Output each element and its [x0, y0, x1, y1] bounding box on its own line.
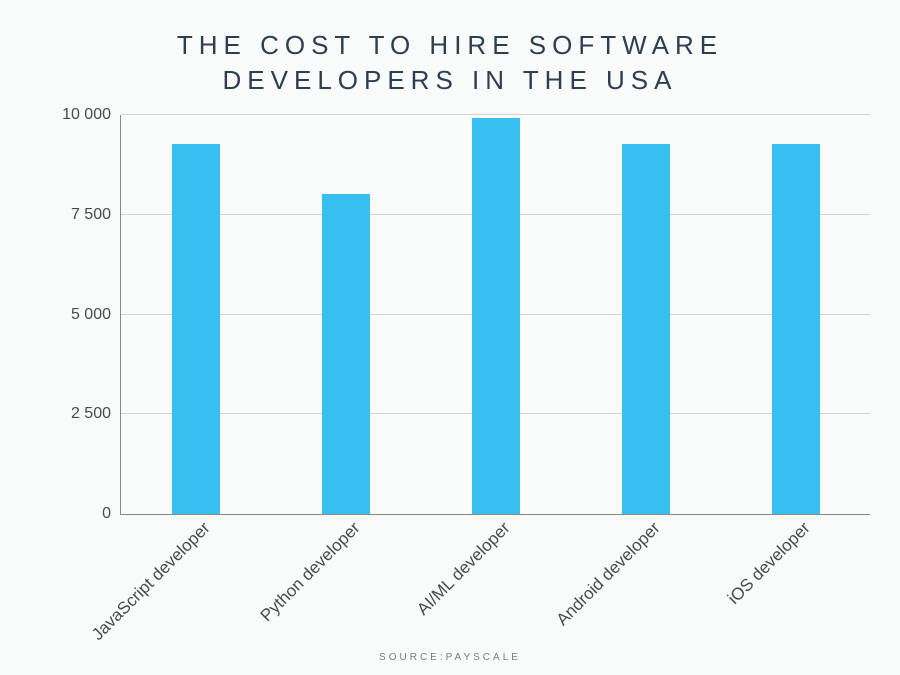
x-axis-label: Python developer [252, 514, 364, 626]
source-attribution: SOURCE:PAYSCALE [0, 652, 900, 663]
bar [172, 144, 220, 514]
x-axis-label: iOS developer [720, 514, 815, 609]
chart-container: 02 5005 0007 50010 000JavaScript develop… [50, 115, 870, 545]
y-tick-label: 5 000 [71, 306, 111, 324]
chart-title: THE COST TO HIRE SOFTWARE DEVELOPERS IN … [0, 0, 900, 108]
bar [322, 194, 370, 514]
x-axis-label: AI/ML developer [409, 514, 514, 619]
bar [472, 118, 520, 514]
bar [772, 144, 820, 514]
y-tick-label: 0 [102, 505, 111, 523]
grid-line [121, 114, 870, 115]
y-tick-label: 10 000 [62, 106, 111, 124]
bar [622, 144, 670, 514]
x-axis-label: JavaScript developer [84, 514, 215, 645]
plot-area: 02 5005 0007 50010 000JavaScript develop… [120, 115, 870, 515]
y-tick-label: 2 500 [71, 405, 111, 423]
y-tick-label: 7 500 [71, 206, 111, 224]
x-axis-label: Android developer [548, 514, 664, 630]
